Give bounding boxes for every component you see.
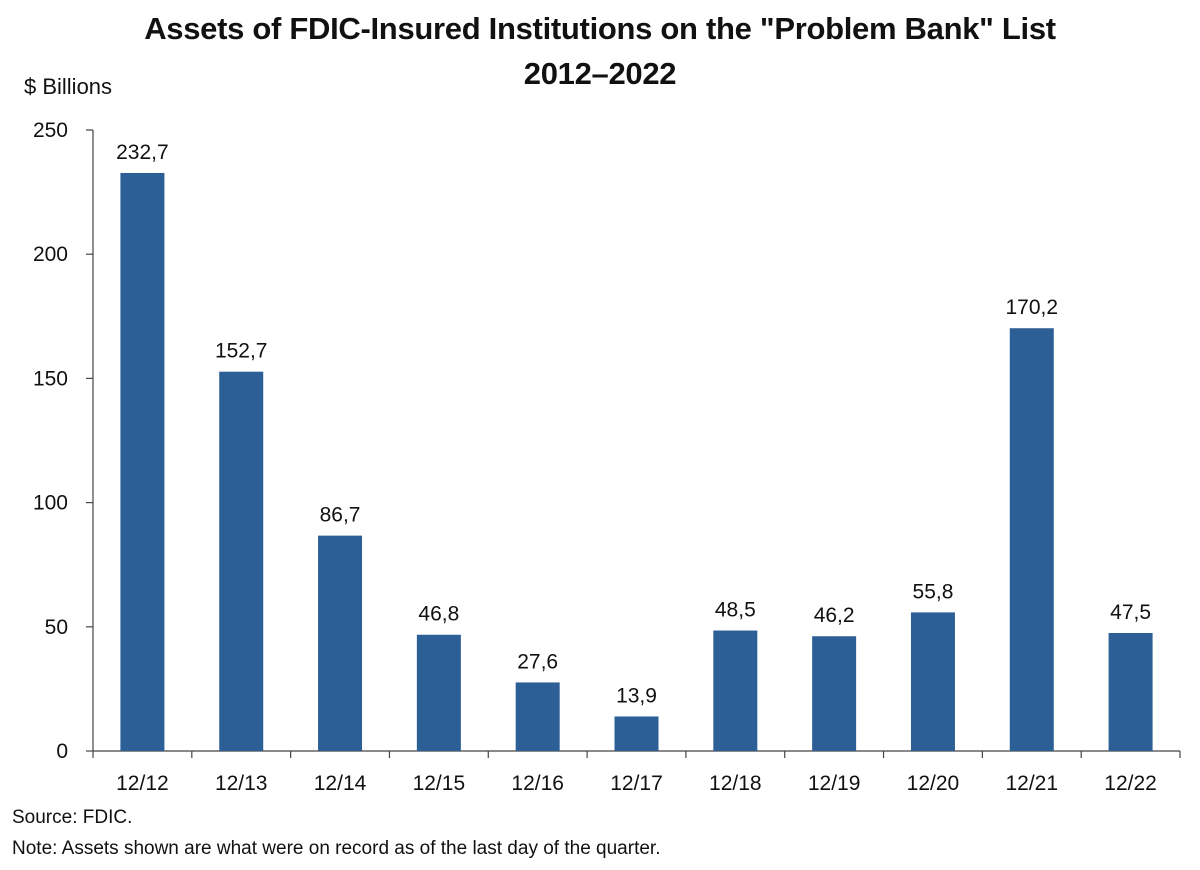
chart-title: Assets of FDIC-Insured Institutions on t… [144,11,1056,46]
y-axis-unit-label: $ Billions [24,74,113,99]
data-label: 47,5 [1110,601,1151,624]
y-tick-label: 250 [33,119,68,142]
bar-12-12 [120,172,165,751]
x-tick-label: 12/21 [1005,772,1058,795]
bars [120,172,1153,751]
footnote: Note: Assets shown are what were on reco… [12,838,661,859]
x-tick-label: 12/16 [511,772,564,795]
y-tick-label: 150 [33,367,68,390]
data-label: 46,8 [418,603,459,626]
x-tick-label: 12/14 [314,772,367,795]
bar-12-19 [812,636,857,751]
y-tick-label: 0 [56,740,68,763]
data-label: 232,7 [116,141,169,164]
data-label: 48,5 [715,599,756,622]
x-tick-label: 12/13 [215,772,268,795]
data-label: 170,2 [1005,296,1058,319]
x-tick-label: 12/19 [808,772,861,795]
data-label: 27,6 [517,650,558,673]
x-tick-label: 12/18 [709,772,762,795]
bar-12-14 [318,535,363,751]
x-tick-label: 12/15 [413,772,466,795]
axes: 0 50 100 150 200 250 12/12 12/13 12/14 12/15 12/16… [33,119,1181,795]
bar-12-13 [219,371,264,751]
y-tick-label: 100 [33,492,68,515]
chart-subtitle: 2012–2022 [523,56,677,91]
bar-12-17 [614,716,659,751]
source-note: Source: FDIC. [12,807,133,828]
bar-12-22 [1108,633,1153,751]
bar-12-15 [416,634,461,751]
bar-12-18 [713,630,758,751]
bar-12-16 [515,682,560,751]
y-tick-label: 50 [45,616,68,639]
x-tick-label: 12/22 [1104,772,1157,795]
x-tick-label: 12/12 [116,772,169,795]
x-tick-label: 12/17 [610,772,663,795]
bar-12-21 [1009,328,1054,751]
data-label: 46,2 [814,604,855,627]
data-label: 13,9 [616,684,657,707]
data-label: 86,7 [320,504,361,527]
data-labels: 232,7 152,7 86,7 46,8 27,6 13,9 48,5 46,2 55,8 17… [116,141,1151,707]
y-tick-label: 200 [33,243,68,266]
data-label: 152,7 [215,340,268,363]
x-tick-label: 12/20 [907,772,960,795]
data-label: 55,8 [913,580,954,603]
bar-12-20 [910,612,955,751]
